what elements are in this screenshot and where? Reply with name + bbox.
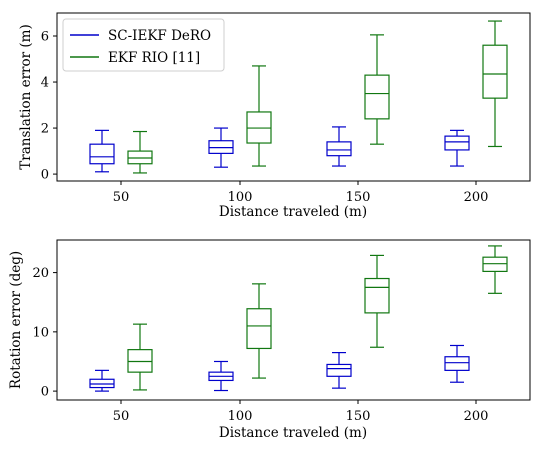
box-ekf-rio-11-150	[364, 34, 390, 145]
iqr-box	[444, 356, 470, 371]
x-axis-ticks: 50 100 150 200	[113, 400, 489, 424]
iqr-box	[326, 141, 352, 157]
y-axis-label: Rotation error (deg)	[8, 251, 24, 389]
x-axis-label: Distance traveled (m)	[219, 425, 367, 441]
box-sc-iekf-dero-200	[444, 344, 470, 383]
x-tick-label: 100	[228, 409, 253, 424]
iqr-box	[89, 143, 115, 165]
box-sc-iekf-dero-50	[89, 129, 115, 173]
y-axis-label: Translation error (m)	[18, 24, 34, 169]
plot-frame	[56, 12, 531, 182]
y-tick-label: 0	[41, 168, 49, 183]
box-sc-iekf-dero-100	[208, 127, 234, 168]
box-layer	[89, 245, 508, 392]
x-axis-label: Distance traveled (m)	[219, 204, 367, 220]
iqr-box	[364, 74, 390, 120]
iqr-box	[482, 44, 508, 99]
legend-frame	[62, 18, 225, 72]
x-tick-label: 50	[113, 190, 130, 205]
y-tick-label: 10	[32, 325, 49, 340]
box-sc-iekf-dero-50	[89, 369, 115, 392]
box-sc-iekf-dero-200	[444, 129, 470, 167]
y-tick-label: 0	[41, 385, 49, 400]
x-tick-label: 200	[464, 190, 489, 205]
y-tick-label: 20	[32, 266, 49, 281]
x-tick-label: 100	[228, 190, 253, 205]
iqr-box	[326, 363, 352, 377]
x-tick-label: 150	[346, 190, 371, 205]
legend-label-sc-iekf-dero: SC-IEKF DeRO	[108, 28, 211, 44]
box-ekf-rio-11-100	[246, 283, 272, 379]
y-tick-label: 4	[41, 76, 49, 91]
iqr-box	[364, 277, 390, 314]
box-sc-iekf-dero-150	[326, 351, 352, 389]
box-ekf-rio-11-100	[246, 65, 272, 167]
x-tick-label: 150	[346, 409, 371, 424]
x-tick-label: 50	[113, 409, 130, 424]
box-ekf-rio-11-200	[482, 20, 508, 148]
box-ekf-rio-11-50	[127, 323, 153, 391]
box-ekf-rio-11-50	[127, 130, 153, 174]
y-axis-ticks: 0 10 20	[32, 266, 57, 400]
box-ekf-rio-11-150	[364, 254, 390, 348]
box-sc-iekf-dero-150	[326, 126, 352, 167]
translation-error-plot: 0 2 4 6 50 100 150 200 Distance traveled (m) T…	[18, 12, 531, 220]
y-tick-label: 6	[41, 30, 49, 45]
x-tick-label: 200	[464, 409, 489, 424]
legend: SC-IEKF DeRO EKF RIO [11]	[62, 18, 225, 72]
iqr-box	[246, 308, 272, 350]
x-axis-ticks: 50 100 150 200	[113, 181, 489, 205]
iqr-box	[444, 135, 470, 151]
box-sc-iekf-dero-100	[208, 360, 234, 392]
box-ekf-rio-11-200	[482, 245, 508, 294]
y-tick-label: 2	[41, 122, 49, 137]
plot-frame	[56, 239, 531, 401]
legend-label-ekf-rio: EKF RIO [11]	[108, 50, 200, 66]
y-axis-ticks: 0 2 4 6	[41, 30, 57, 183]
box-layer	[89, 20, 508, 174]
